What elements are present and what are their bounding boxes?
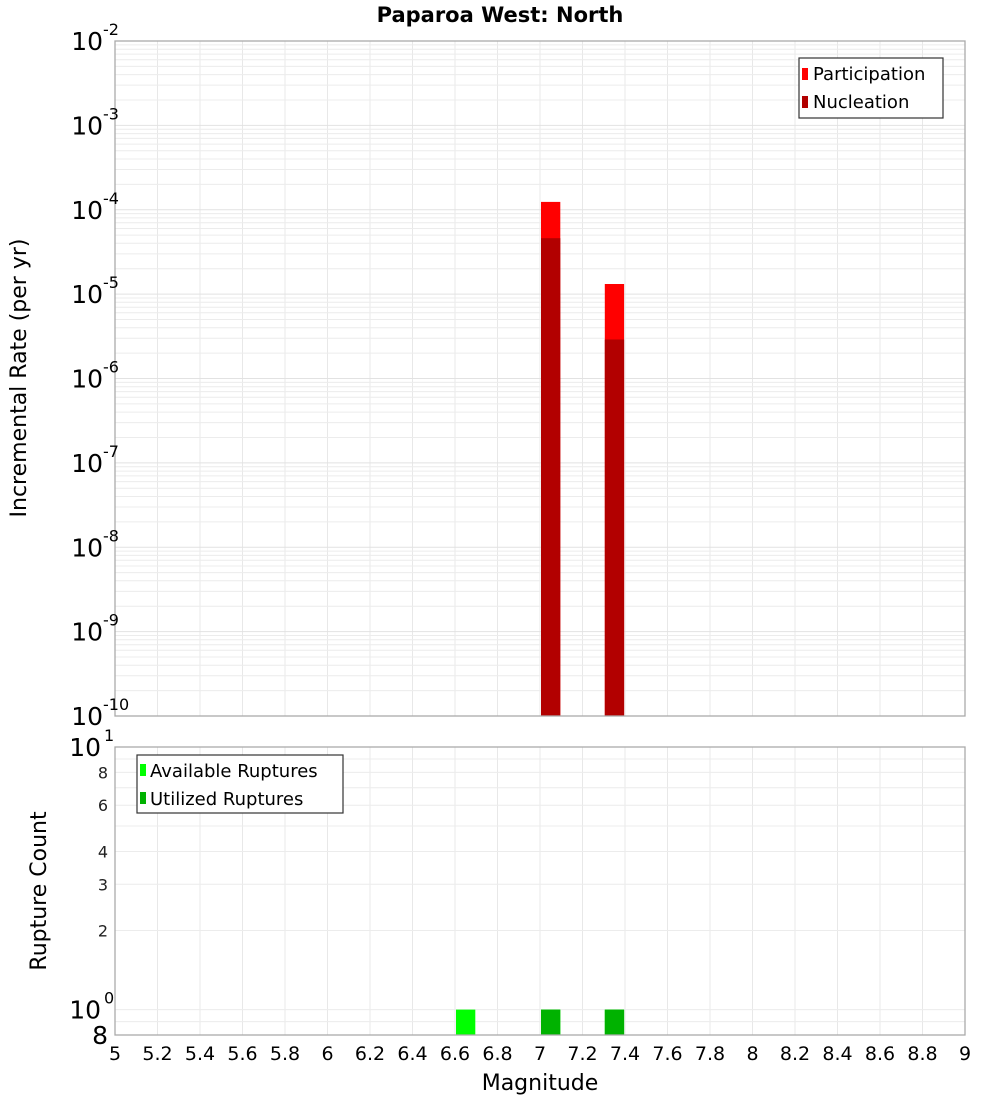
bottom-legend: Available Ruptures Utilized Ruptures [136, 754, 344, 814]
bottom-y-tick-label: 8 [92, 1021, 108, 1050]
top-y-tick-exponent: -5 [103, 273, 119, 292]
bottom-y-tick-label: 10 [69, 996, 101, 1025]
bottom-y-tick-label: 3 [98, 875, 108, 894]
top-y-tick-exponent: -9 [103, 611, 119, 630]
top-plot: 10-210-310-410-510-610-710-810-910-10 In… [7, 20, 966, 731]
chart-title: Paparoa West: North [377, 3, 624, 27]
top-y-tick-label: 10 [71, 533, 103, 562]
nucleation-swatch [802, 96, 808, 108]
x-tick-label: 8.4 [822, 1043, 852, 1065]
top-y-axis-label: Incremental Rate (per yr) [7, 239, 32, 518]
x-tick-label: 6.2 [355, 1043, 385, 1065]
available-ruptures-swatch [140, 764, 146, 776]
nucleation-bar [604, 339, 625, 716]
top-y-tick-label: 10 [71, 196, 103, 225]
bottom-y-tick-label: 10 [69, 733, 101, 762]
top-y-axis-ticks: 10-210-310-410-510-610-710-810-910-10 [71, 20, 129, 731]
utilized-ruptures-bar [604, 1009, 625, 1035]
top-y-tick-exponent: -6 [103, 358, 119, 377]
nucleation-bar [541, 238, 561, 716]
bottom-y-tick-exponent: 1 [104, 726, 114, 745]
x-tick-label: 7.6 [652, 1043, 682, 1065]
x-tick-label: 5.2 [142, 1043, 172, 1065]
top-y-tick-label: 10 [71, 449, 103, 478]
top-y-tick-exponent: -3 [103, 104, 119, 123]
x-tick-label: 7.4 [610, 1043, 640, 1065]
x-tick-label: 9 [959, 1043, 971, 1065]
x-tick-label: 6 [321, 1043, 333, 1065]
x-tick-label: 8.8 [907, 1043, 937, 1065]
x-tick-label: 5 [109, 1043, 121, 1065]
x-axis-label: Magnitude [482, 1071, 599, 1096]
bottom-y-tick-label: 2 [98, 922, 108, 941]
bottom-legend-box [136, 754, 344, 814]
x-tick-label: 6.4 [397, 1043, 427, 1065]
top-legend-box [798, 57, 944, 119]
x-axis-ticks: 5 5.2 5.4 5.6 5.8 6 6.2 6.4 6.6 6.8 7 7.2 7.4 7.6 7.8 8… [109, 1043, 971, 1065]
top-y-tick-exponent: -2 [103, 20, 119, 39]
legend-participation: Participation [813, 64, 925, 85]
top-plot-border [114, 40, 966, 717]
participation-swatch [802, 68, 808, 80]
x-tick-label: 8.6 [865, 1043, 895, 1065]
bottom-plot-border [114, 746, 966, 1036]
x-tick-label: 6.6 [440, 1043, 470, 1065]
x-tick-label: 5.4 [185, 1043, 215, 1065]
top-y-tick-label: 10 [71, 27, 103, 56]
top-y-tick-label: 10 [71, 618, 103, 647]
bottom-grid [115, 747, 966, 1036]
top-grid [115, 41, 966, 717]
x-tick-label: 7.8 [695, 1043, 725, 1065]
legend-available-ruptures: Available Ruptures [150, 761, 318, 782]
x-tick-label: 7.2 [567, 1043, 597, 1065]
bottom-y-tick-exponent: 0 [104, 989, 114, 1008]
top-legend: Participation Nucleation [798, 57, 944, 119]
legend-utilized-ruptures: Utilized Ruptures [150, 789, 303, 810]
top-y-tick-label: 10 [71, 111, 103, 140]
bottom-y-tick-label: 4 [98, 843, 108, 862]
top-y-tick-label: 10 [71, 365, 103, 394]
top-y-tick-exponent: -4 [103, 189, 119, 208]
bottom-y-tick-label: 6 [98, 796, 108, 815]
x-tick-label: 5.6 [227, 1043, 257, 1065]
top-y-tick-label: 10 [71, 280, 103, 309]
available-ruptures-bar [456, 1009, 476, 1035]
top-y-tick-label: 10 [71, 702, 103, 731]
bottom-y-axis-label: Rupture Count [27, 811, 52, 971]
utilized-ruptures-swatch [140, 792, 146, 804]
top-y-tick-exponent: -7 [103, 442, 119, 461]
x-tick-label: 8 [746, 1043, 758, 1065]
x-tick-label: 8.2 [780, 1043, 810, 1065]
bottom-bars [456, 1009, 625, 1035]
top-bars [541, 201, 625, 716]
legend-nucleation: Nucleation [813, 92, 909, 113]
x-tick-label: 5.8 [270, 1043, 300, 1065]
top-y-tick-exponent: -8 [103, 526, 119, 545]
x-tick-label: 6.8 [482, 1043, 512, 1065]
utilized-ruptures-bar [541, 1009, 561, 1035]
top-y-tick-exponent: -10 [103, 695, 129, 714]
bottom-y-tick-label: 8 [98, 763, 108, 782]
x-tick-label: 7 [534, 1043, 546, 1065]
